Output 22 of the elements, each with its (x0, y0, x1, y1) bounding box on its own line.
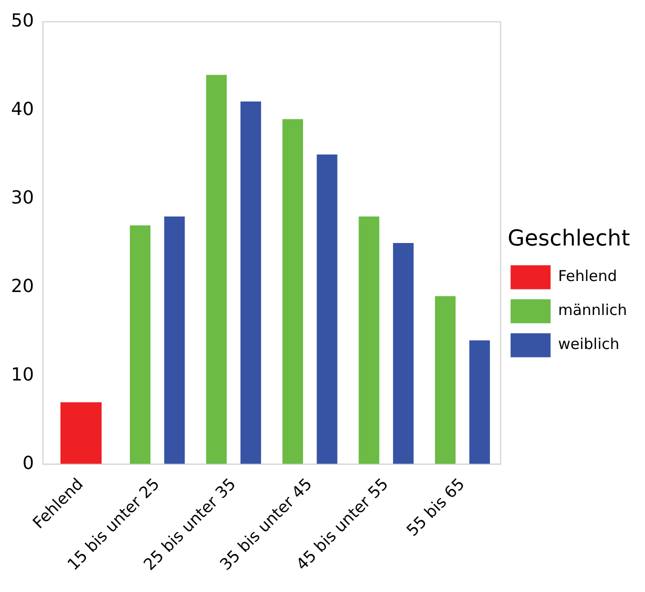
bar (282, 119, 304, 464)
bar (393, 243, 414, 464)
bar (60, 402, 102, 464)
legend-label: weiblich (558, 335, 620, 354)
y-tick-label: 10 (11, 364, 34, 386)
y-tick-label: 50 (11, 10, 34, 32)
y-tick-label: 20 (11, 276, 34, 297)
bar (130, 225, 150, 464)
bar (469, 340, 490, 464)
legend-title: Geschlecht (508, 226, 630, 252)
legend-label: Fehlend (558, 267, 618, 286)
bar (240, 101, 262, 464)
y-tick-label: 30 (11, 187, 34, 208)
x-tick-label: 55 bis 65 (402, 474, 468, 540)
bar (358, 216, 380, 464)
bar (206, 74, 227, 464)
bar (434, 296, 456, 464)
y-tick-label: 0 (22, 452, 34, 474)
legend-label: männlich (558, 301, 627, 320)
y-tick-label: 40 (11, 98, 34, 120)
bar (316, 154, 338, 464)
bar (164, 216, 185, 464)
